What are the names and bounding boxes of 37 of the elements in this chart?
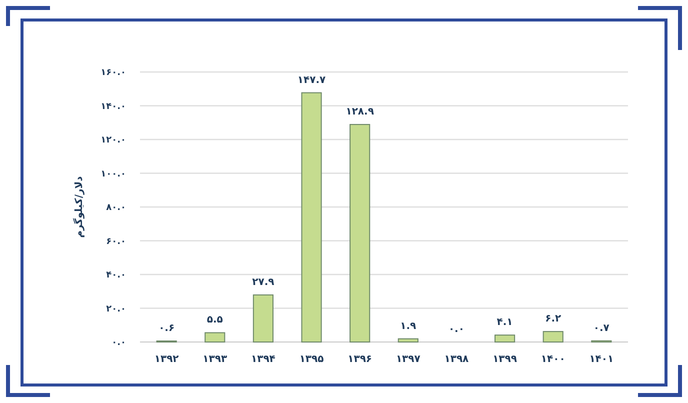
bar: [301, 92, 322, 342]
y-tick-label: ۱۶۰.۰: [100, 68, 126, 78]
y-tick-label: ۶۰.۰: [106, 236, 126, 247]
x-tick-label: ۱۴۰۱: [589, 354, 614, 365]
bar: [542, 331, 564, 342]
x-tick-label: ۱۳۹۳: [202, 354, 228, 365]
x-tick-label: ۱۳۹۲: [154, 354, 179, 365]
x-tick-label: ۱۳۹۵: [299, 354, 324, 365]
data-label: ۰.۰: [448, 324, 464, 335]
bar: [350, 124, 370, 342]
y-tick-label: ۲۰.۰: [106, 304, 126, 314]
x-tick-label: ۱۳۹۷: [396, 354, 420, 365]
x-tick-label: ۱۳۹۴: [250, 354, 276, 365]
x-tick-label: ۱۴۰۰: [540, 354, 566, 365]
bar: [204, 332, 226, 342]
y-tick-label: ۰.۰: [112, 338, 126, 348]
y-tick-label: ۱۴۰.۰: [100, 102, 126, 112]
x-tick-label: ۱۳۹۹: [492, 354, 518, 365]
data-label: ۰.۶: [158, 322, 175, 334]
bar: [252, 294, 274, 342]
bar: [494, 334, 516, 342]
y-tick-label: ۴۰.۰: [106, 270, 126, 281]
y-axis-title: دلار/کیلوگرم: [72, 176, 85, 238]
data-label: ۲۷.۹: [252, 276, 274, 288]
y-tick-label: ۸۰.۰: [106, 203, 126, 214]
data-label: ۶.۲: [545, 314, 562, 325]
y-tick-label: ۱۰۰.۰: [100, 169, 126, 180]
bar: [398, 338, 418, 342]
data-label: ۱۲۸.۹: [346, 106, 374, 118]
y-tick-label: ۱۲۰.۰: [100, 136, 126, 146]
data-label: ۱.۹: [400, 320, 416, 332]
data-label: ۰.۷: [593, 322, 610, 334]
data-label: ۵.۵: [206, 314, 223, 326]
x-tick-label: ۱۳۹۶: [348, 354, 372, 365]
data-label: ۱۴۷.۷: [297, 74, 326, 86]
x-tick-label: ۱۳۹۸: [444, 354, 469, 365]
data-label: ۴.۱: [496, 317, 513, 328]
